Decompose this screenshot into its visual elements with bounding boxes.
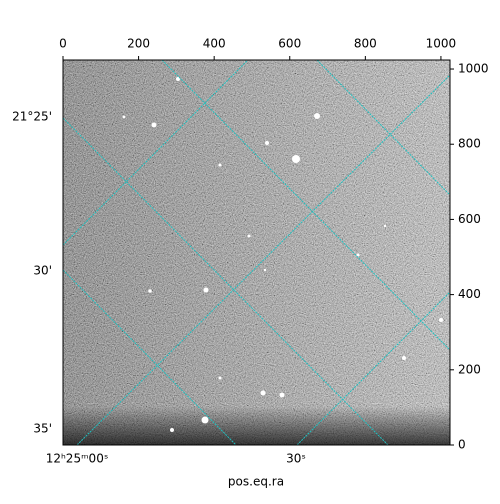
x-tick-label: 800 — [354, 37, 377, 51]
dec-label: 21°25' — [12, 110, 52, 124]
dec-label: 35' — [33, 422, 52, 436]
x-tick-label: 0 — [59, 37, 67, 51]
stars — [122, 77, 443, 432]
x-axis-label: pos.eq.ra — [228, 475, 284, 489]
sky-image — [63, 60, 450, 445]
y-tick-label: 600 — [458, 212, 481, 226]
ra-label: 30ˢ — [286, 452, 306, 466]
y-tick-label: 200 — [458, 362, 481, 376]
y-tick-label: 800 — [458, 137, 481, 151]
dec-label: 30' — [33, 264, 52, 278]
x-tick-label: 200 — [127, 37, 150, 51]
y-tick-label: 400 — [458, 287, 481, 301]
y-tick-label: 1000 — [458, 62, 489, 76]
x-tick-label: 400 — [203, 37, 226, 51]
ra-label: 12ʰ25ᵐ00ˢ — [46, 452, 109, 466]
y-tick-label: 0 — [458, 438, 466, 452]
x-tick-label: 600 — [278, 37, 301, 51]
frame — [62, 59, 451, 446]
wcs-grid — [63, 60, 450, 445]
x-tick-label: 1000 — [426, 37, 457, 51]
